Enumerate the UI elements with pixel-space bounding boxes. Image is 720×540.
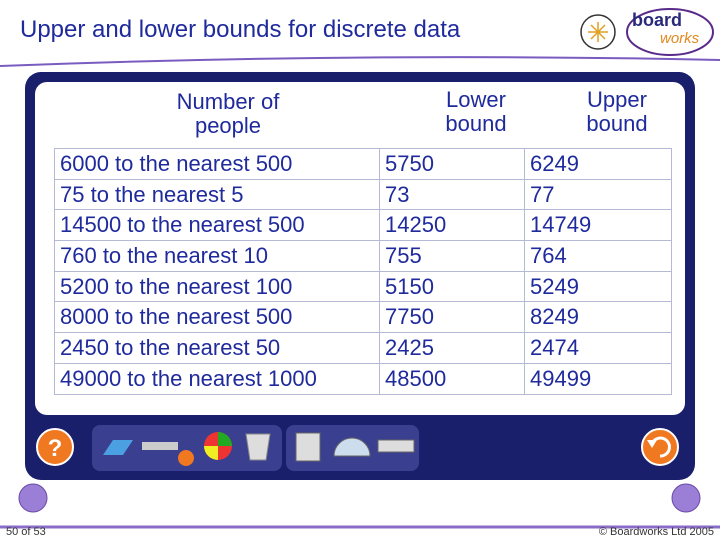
table-cell: 2425 — [379, 332, 525, 364]
column-header: Number of people — [176, 89, 280, 138]
table-row: 8000 to the nearest 500 7750 8249 — [54, 301, 672, 334]
page-number: 50 of 53 — [6, 526, 46, 538]
table-row: 760 to the nearest 10 755 764 — [54, 240, 672, 272]
table-cell: 14749 — [524, 209, 672, 242]
table-cell: 14500 to the nearest 500 — [54, 209, 380, 242]
table-cell: 49000 to the nearest 1000 — [54, 362, 380, 395]
table-cell: 760 to the nearest 10 — [54, 240, 380, 272]
table-cell: 6000 to the nearest 500 — [54, 148, 380, 180]
table-cell: 73 — [379, 178, 525, 211]
table-cell: 7750 — [379, 301, 525, 334]
table-cell: 5200 to the nearest 100 — [54, 270, 380, 303]
copyright: © Boardworks Ltd 2005 — [598, 526, 714, 538]
table-cell: 77 — [524, 178, 672, 211]
table-row: 5200 to the nearest 100 5150 5249 — [54, 270, 672, 303]
table-cell: 764 — [524, 240, 672, 272]
table-cell: 75 to the nearest 5 — [54, 178, 380, 211]
table-cell: 8249 — [524, 301, 672, 334]
column-header: Upper bound — [586, 87, 648, 136]
table-cell: 6249 — [524, 148, 672, 180]
logo-top: board — [632, 10, 683, 30]
logo-bottom: works — [660, 30, 700, 47]
table-cell: 2474 — [524, 332, 672, 364]
table-cell: 2450 to the nearest 50 — [54, 332, 380, 364]
table-cell: 14250 — [379, 209, 525, 242]
table-cell: 5750 — [379, 148, 525, 180]
table-row: 6000 to the nearest 500 5750 6249 — [54, 148, 672, 180]
table-row: 49000 to the nearest 1000 48500 49499 — [54, 362, 672, 395]
table-cell: 8000 to the nearest 500 — [54, 301, 380, 334]
column-header: Lower bound — [445, 87, 507, 136]
table-cell: 5249 — [524, 270, 672, 303]
data-table: 6000 to the nearest 500 5750 6249 75 to the… — [54, 148, 672, 395]
table-row: 14500 to the nearest 500 14250 14749 — [54, 209, 672, 242]
table-cell: 755 — [379, 240, 525, 272]
table-cell: 49499 — [524, 362, 672, 395]
table-cell: 5150 — [379, 270, 525, 303]
slide-title: Upper and lower bounds for discrete data — [20, 16, 461, 43]
table-cell: 48500 — [379, 362, 525, 395]
table-row: 75 to the nearest 5 73 77 — [54, 178, 672, 211]
table-row: 2450 to the nearest 50 2425 2474 — [54, 332, 672, 364]
